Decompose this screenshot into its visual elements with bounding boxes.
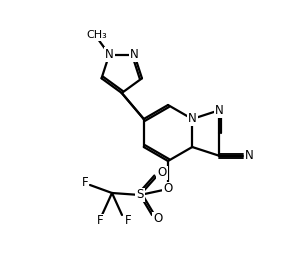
Text: F: F <box>97 214 103 227</box>
Text: N: N <box>130 48 139 61</box>
Text: N: N <box>244 149 253 162</box>
Text: O: O <box>153 213 163 226</box>
Text: CH₃: CH₃ <box>86 30 107 40</box>
Text: N: N <box>215 104 223 117</box>
Text: N: N <box>188 113 197 126</box>
Text: N: N <box>105 48 114 61</box>
Text: O: O <box>163 182 173 196</box>
Text: F: F <box>82 177 88 189</box>
Text: O: O <box>157 167 167 180</box>
Text: S: S <box>136 189 144 202</box>
Text: F: F <box>125 214 131 227</box>
